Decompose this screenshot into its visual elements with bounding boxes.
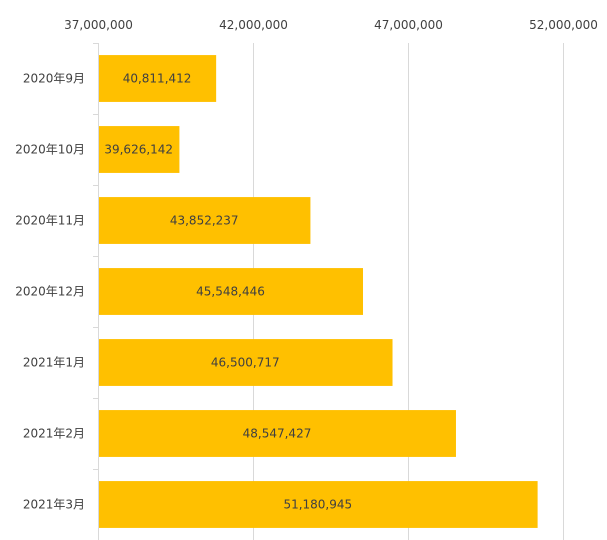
category-label: 2021年3月 — [23, 498, 85, 512]
category-label: 2021年1月 — [23, 356, 85, 370]
data-label: 40,811,412 — [123, 72, 192, 86]
data-label: 43,852,237 — [170, 214, 239, 228]
x-tick-label: 47,000,000 — [374, 18, 443, 32]
category-label: 2020年11月 — [15, 214, 85, 228]
category-label: 2020年9月 — [23, 72, 85, 86]
data-label: 39,626,142 — [104, 143, 173, 157]
bars — [99, 55, 538, 528]
bar — [99, 339, 393, 386]
x-tick-label: 42,000,000 — [219, 18, 288, 32]
category-label: 2020年10月 — [15, 143, 85, 157]
category-labels: 2020年9月 2020年10月 2020年11月 2020年12月 2021年1月 20… — [15, 72, 85, 512]
bar — [99, 410, 456, 457]
bar — [99, 55, 217, 102]
category-axis — [93, 43, 99, 540]
bar — [99, 268, 364, 315]
x-axis-ticks: 37,000,000 42,000,000 47,000,000 52,000,000 — [64, 18, 598, 32]
data-labels: 40,811,412 39,626,142 43,852,237 45,548,446… — [104, 72, 352, 512]
x-tick-label: 52,000,000 — [529, 18, 598, 32]
x-tick-label: 37,000,000 — [64, 18, 133, 32]
bar — [99, 197, 311, 244]
bar — [99, 481, 538, 528]
data-label: 51,180,945 — [283, 498, 352, 512]
data-label: 46,500,717 — [211, 356, 280, 370]
category-label: 2021年2月 — [23, 427, 85, 441]
bar — [99, 126, 180, 173]
category-label: 2020年12月 — [15, 285, 85, 299]
data-label: 48,547,427 — [243, 427, 312, 441]
data-label: 45,548,446 — [196, 285, 265, 299]
